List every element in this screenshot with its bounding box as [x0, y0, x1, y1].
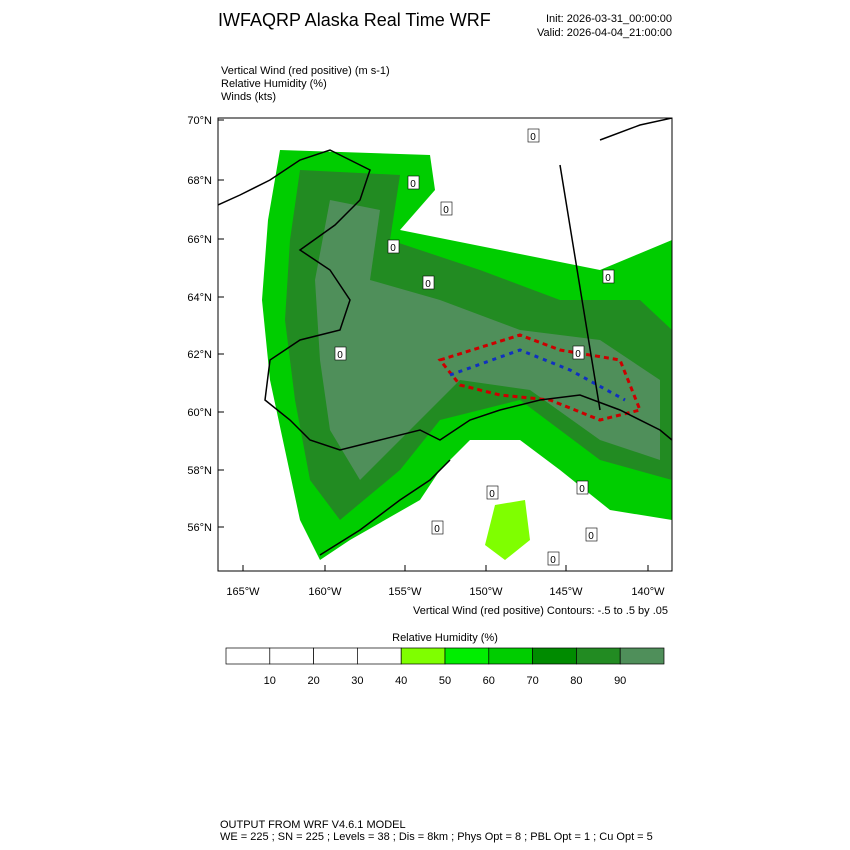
lat-label: 62°N	[187, 349, 212, 361]
colorbar-label: 40	[395, 675, 407, 687]
contour-label: 0	[579, 484, 585, 495]
colorbar-title: Relative Humidity (%)	[392, 632, 498, 644]
lon-label: 150°W	[469, 586, 503, 598]
lat-label: 60°N	[187, 407, 212, 419]
lon-label: 160°W	[308, 586, 342, 598]
vertical-wind	[437, 333, 643, 422]
lat-label: 58°N	[187, 465, 212, 477]
coastline	[599, 118, 672, 141]
lon-label: 165°W	[226, 586, 260, 598]
footer: OUTPUT FROM WRF V4.6.1 MODEL	[220, 819, 406, 831]
field-name: Vertical Wind (red positive) (m s-1)	[221, 65, 390, 77]
contour-label: 0	[489, 489, 495, 500]
contour-label: 0	[530, 132, 536, 143]
contour-label: 0	[550, 555, 556, 566]
coastline	[319, 459, 451, 556]
colorbar-label: 50	[439, 675, 451, 687]
colorbar-box	[269, 647, 314, 665]
init-time: Init: 2026-03-31_00:00:00	[546, 13, 672, 25]
map-frame	[217, 117, 673, 572]
lat-label: 64°N	[187, 292, 212, 304]
colorbar-label: 10	[264, 675, 276, 687]
field-name: Relative Humidity (%)	[221, 78, 327, 90]
contour-label-box	[585, 527, 598, 542]
contour-label: 0	[605, 273, 611, 284]
contour-label-box	[422, 275, 435, 290]
contour-label-box	[387, 239, 400, 254]
contour-label-box	[527, 128, 540, 143]
contour-label: 0	[410, 179, 416, 190]
border	[559, 164, 601, 411]
contour-label: 0	[443, 205, 449, 216]
lat-label: 66°N	[187, 234, 212, 246]
contour-label: 0	[575, 349, 581, 360]
colorbar-box	[225, 647, 271, 665]
contour-label-box	[440, 201, 453, 216]
contour-label-box	[576, 480, 589, 495]
footer: WE = 225 ; SN = 225 ; Levels = 38 ; Dis …	[220, 831, 653, 843]
colorbar-label: 80	[570, 675, 582, 687]
contour-label: 0	[434, 524, 440, 535]
contour-label-box	[547, 551, 560, 566]
title: IWFAQRP Alaska Real Time WRF	[218, 10, 491, 30]
lat-label: 68°N	[187, 175, 212, 187]
lat-label: 70°N	[187, 115, 212, 127]
lat-label: 56°N	[187, 522, 212, 534]
colorbar-box	[357, 647, 402, 665]
contour-note: Vertical Wind (red positive) Contours: -…	[413, 605, 668, 617]
colorbar-label: 70	[526, 675, 538, 687]
colorbar-label: 90	[614, 675, 626, 687]
lon-label: 145°W	[549, 586, 583, 598]
humidity-area	[485, 500, 530, 560]
lon-label: 155°W	[388, 586, 422, 598]
contour-label-box	[486, 485, 499, 500]
colorbar-box	[619, 647, 665, 665]
colorbar-box	[576, 647, 621, 665]
contour-label-box	[602, 269, 615, 284]
colorbar-label: 60	[483, 675, 495, 687]
colorbar-box	[444, 647, 490, 665]
colorbar-label: 30	[351, 675, 363, 687]
lon-label: 140°W	[631, 586, 665, 598]
colorbar-box	[532, 647, 577, 665]
contour-label-box	[407, 175, 420, 190]
contour-label: 0	[425, 279, 431, 290]
colorbar-box	[488, 647, 533, 665]
map	[218, 118, 672, 571]
coastline	[218, 149, 672, 451]
contour-label: 0	[390, 243, 396, 254]
colorbar-box	[313, 647, 358, 665]
contour-label-box	[431, 520, 444, 535]
colorbar-box	[400, 647, 446, 665]
field-name: Winds (kts)	[221, 91, 276, 103]
contour-label: 0	[588, 531, 594, 542]
vertical-wind	[449, 348, 626, 402]
contour-label-box	[334, 346, 347, 361]
colorbar-label: 20	[307, 675, 319, 687]
contour-label-box	[572, 345, 585, 360]
valid-time: Valid: 2026-04-04_21:00:00	[537, 27, 672, 39]
contour-label: 0	[337, 350, 343, 361]
